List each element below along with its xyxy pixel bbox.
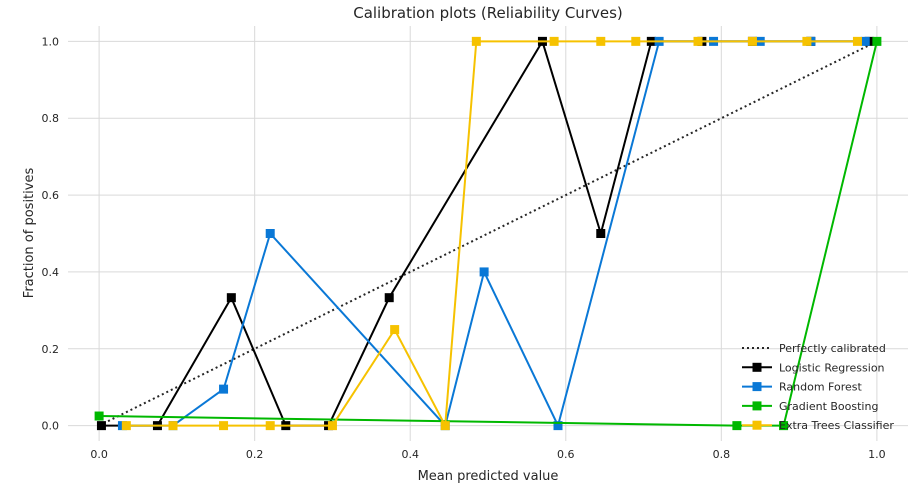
legend-marker [752, 382, 762, 392]
y-tick-label: 1.0 [42, 35, 60, 48]
legend-marker [752, 420, 762, 430]
data-point [168, 421, 178, 431]
y-axis-label: Fraction of positives [22, 168, 37, 299]
legend-item-logistic-regression: Logistic Regression [742, 361, 885, 374]
data-point [121, 421, 131, 431]
data-point [471, 36, 481, 46]
data-point [860, 36, 870, 46]
data-point [596, 229, 606, 238]
x-tick-label: 0.8 [713, 448, 731, 461]
data-point [872, 36, 882, 46]
y-tick-label: 0.0 [42, 420, 60, 433]
legend-item-gradient-boosting: Gradient Boosting [742, 400, 878, 413]
tick-labels: 0.0 0.2 0.4 0.6 0.8 1.0 0.0 0.2 0.4 0.6 0.8 1.0 [42, 35, 886, 461]
x-tick-label: 0.0 [90, 448, 108, 461]
data-point [779, 421, 789, 431]
x-axis-label: Mean predicted value [418, 469, 559, 484]
data-point [327, 421, 337, 431]
data-point [693, 36, 703, 46]
data-point [852, 36, 862, 46]
series-group [94, 36, 882, 431]
data-point [219, 421, 229, 431]
legend-item-random-forest: Random Forest [742, 381, 862, 394]
data-point [219, 384, 229, 394]
x-tick-label: 0.6 [557, 448, 575, 461]
data-point [747, 36, 757, 46]
data-point [596, 36, 606, 46]
x-tick-label: 0.2 [246, 448, 264, 461]
chart-title: Calibration plots (Reliability Curves) [353, 4, 623, 22]
legend-label: Random Forest [779, 381, 862, 394]
legend-item-perfectly-calibrated: Perfectly calibrated [742, 342, 886, 355]
legend-label: Gradient Boosting [779, 400, 878, 413]
y-tick-label: 0.4 [42, 266, 60, 279]
series-gradient-boosting [94, 36, 882, 431]
data-point [440, 421, 450, 431]
legend: Perfectly calibrated Logistic Regression R… [742, 342, 894, 432]
legend-item-extra-trees-classifier: Extra Trees Classifier [742, 419, 894, 432]
y-tick-label: 0.2 [42, 343, 60, 356]
data-point [226, 293, 236, 303]
series-extra-trees-classifier [121, 36, 862, 431]
data-point [265, 229, 275, 238]
data-point [553, 421, 563, 431]
data-point [265, 421, 275, 431]
legend-marker [752, 362, 762, 372]
legend-label: Logistic Regression [779, 361, 885, 374]
data-point [479, 267, 489, 277]
data-point [631, 36, 641, 46]
y-tick-label: 0.8 [42, 112, 60, 125]
legend-label: Perfectly calibrated [779, 342, 886, 355]
y-tick-label: 0.6 [42, 189, 60, 202]
data-point [549, 36, 559, 46]
data-point [384, 293, 394, 303]
data-point [96, 421, 106, 431]
x-tick-label: 1.0 [868, 448, 886, 461]
data-point [94, 411, 104, 421]
legend-marker [752, 401, 762, 411]
x-tick-label: 0.4 [401, 448, 419, 461]
legend-label: Extra Trees Classifier [779, 419, 894, 432]
data-point [390, 325, 400, 335]
data-point [732, 421, 742, 431]
data-point [802, 36, 812, 46]
